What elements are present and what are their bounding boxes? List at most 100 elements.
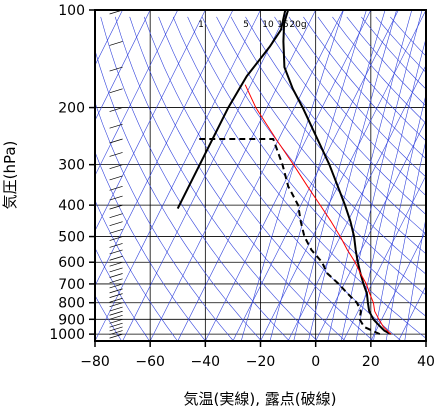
wind-barb-225 (109, 123, 123, 129)
mixing-ratio-lines (240, 10, 426, 341)
wind-barb-250 (109, 138, 123, 144)
mixing-ratio-label-4: 20g (289, 20, 306, 30)
dry-adiabat-400 (303, 16, 426, 160)
wind-barb-325 (109, 175, 123, 181)
wind-barb-450 (109, 221, 123, 227)
dry-adiabat-360 (245, 16, 426, 235)
dry-adiabat-200 (95, 294, 122, 341)
dry-adiabat-240 (95, 101, 234, 341)
x-tick-label--20: −20 (246, 354, 276, 370)
wind-barb-525 (109, 243, 123, 248)
x-tick-label-0: 0 (311, 354, 320, 370)
mixing-ratio-line-3 (308, 10, 397, 341)
isotherm-40 (425, 340, 426, 341)
dry-adiabat-350 (230, 16, 426, 255)
dry-adiabat-390 (288, 16, 426, 178)
mixing-ratio-labels: 1 5 10 15 20g (198, 20, 306, 30)
series-temperature (282, 10, 392, 335)
y-tick-label-700: 700 (58, 277, 85, 293)
mixing-ratio-line-20 (385, 138, 426, 341)
isotherm--100 (95, 10, 206, 232)
wind-barb-725 (109, 288, 123, 294)
wind-barb-475 (109, 229, 123, 234)
x-tick-label--80: −80 (80, 354, 110, 370)
dry-adiabat-220 (95, 199, 178, 341)
isotherm--80 (95, 10, 261, 341)
dry-adiabat-250 (95, 49, 262, 341)
dry-adiabat-310 (172, 16, 426, 339)
y-tick-label-100: 100 (58, 3, 85, 19)
isotherm--20 (260, 10, 426, 341)
mixing-ratio-line-7 (340, 10, 423, 341)
y-tick-label-200: 200 (58, 101, 85, 117)
wind-barb-925 (109, 322, 123, 328)
isotherm--10 (287, 64, 426, 341)
wind-barb-300 (109, 164, 123, 169)
y-tick-label-1000: 1000 (49, 327, 85, 343)
wind-barb-375 (109, 195, 123, 201)
dry-adiabat-370 (259, 16, 426, 216)
wind-barb-1000 (109, 333, 123, 339)
wind-barb-275 (109, 152, 123, 157)
wind-barb-975 (109, 330, 123, 335)
wind-barb-900 (109, 318, 123, 324)
dry-adiabat-230 (95, 151, 206, 341)
wind-barb-500 (109, 236, 123, 241)
sounding-series (176, 10, 392, 336)
x-axis-title: 気温(実線), 露点(破線) (184, 390, 337, 408)
mixing-ratio-label-0: 1 (198, 20, 204, 30)
wind-barb-625 (109, 267, 123, 273)
isotherm--40 (205, 10, 372, 341)
isotherm--60 (149, 10, 316, 341)
isotherm--110 (95, 10, 179, 177)
mixing-ratio-line-30 (404, 216, 426, 341)
mixing-ratio-line-15 (373, 92, 426, 341)
series-parcel (244, 84, 392, 335)
x-tick-label-40: 40 (417, 354, 435, 370)
isotherm--50 (177, 10, 344, 341)
y-tick-label-300: 300 (58, 158, 85, 174)
dry-adiabat-290 (143, 16, 374, 341)
dry-adiabat-300 (158, 16, 402, 341)
wind-barb-800 (109, 302, 123, 308)
x-tick-label--60: −60 (135, 354, 165, 370)
wind-barb-650 (109, 273, 123, 278)
wind-barb-825 (109, 306, 123, 312)
y-tick-label-600: 600 (58, 255, 85, 271)
isotherm-20 (370, 229, 426, 341)
series-dewpoint (196, 138, 381, 336)
mixing-ratio-label-1: 5 (243, 20, 249, 30)
mixing-ratio-line-0.4 (240, 10, 344, 341)
y-tick-label-400: 400 (58, 198, 85, 214)
dry-adiabat-210 (95, 247, 150, 341)
isotherm-10 (342, 174, 426, 341)
dry-adiabat-280 (129, 16, 346, 341)
wind-barb-750 (109, 293, 123, 298)
mixing-ratio-line-1 (269, 10, 367, 341)
isotherm--120 (95, 10, 151, 122)
y-tick-label-800: 800 (58, 296, 85, 312)
series-upper-temperature (176, 10, 287, 210)
wind-barb-575 (109, 255, 123, 261)
y-tick-label-900: 900 (58, 312, 85, 328)
wind-barb-700 (109, 283, 123, 289)
wind-barbs (109, 10, 123, 339)
isotherm--70 (122, 10, 289, 341)
dry-adiabat-320 (187, 16, 426, 317)
x-tick-label--40: −40 (191, 354, 221, 370)
dry-adiabat-270 (114, 16, 318, 341)
wind-barb-150 (109, 66, 123, 72)
wind-barb-850 (109, 310, 123, 316)
dry-adiabat-340 (216, 16, 426, 275)
wind-barb-400 (109, 204, 123, 210)
dry-adiabat-260 (100, 16, 290, 341)
wind-barb-125 (109, 41, 123, 46)
isotherm--90 (95, 10, 234, 287)
wind-barb-775 (109, 297, 123, 303)
wind-barb-675 (109, 278, 123, 284)
isotherm-0 (315, 119, 426, 341)
wind-barb-950 (109, 326, 123, 332)
mixing-ratio-label-2: 10 (262, 20, 274, 30)
